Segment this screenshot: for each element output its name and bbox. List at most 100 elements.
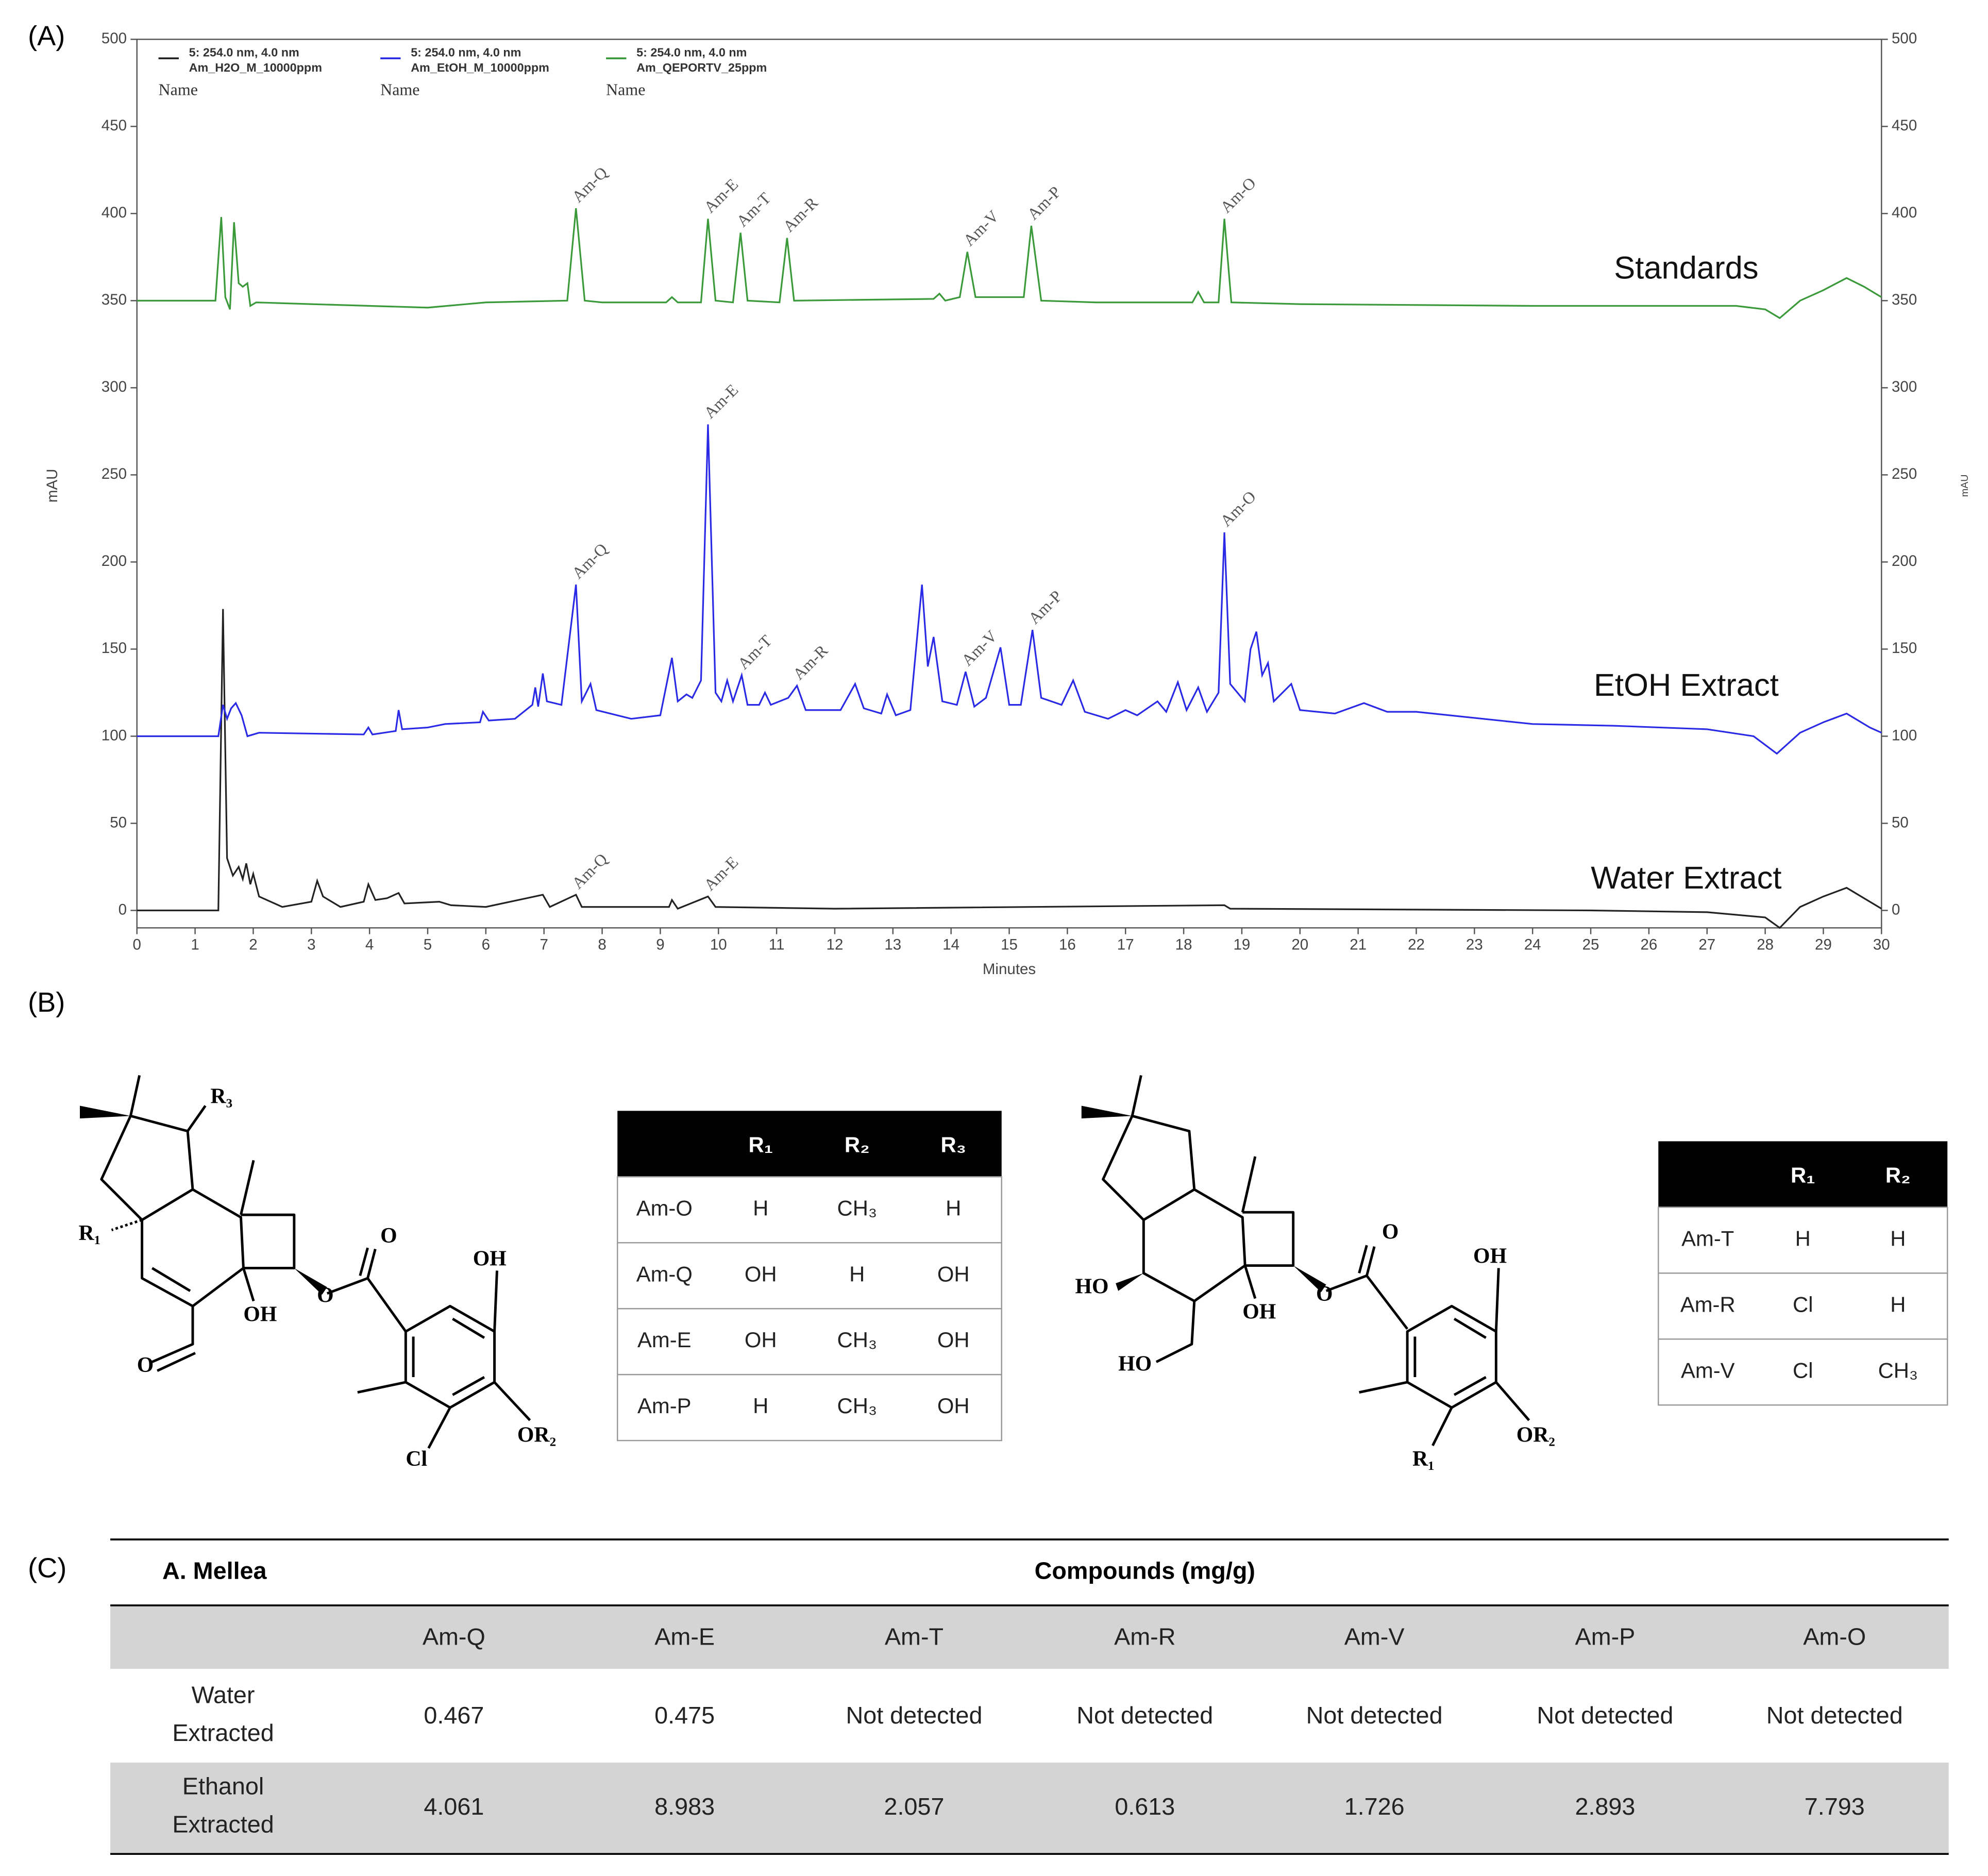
table-cell: H [1890, 1292, 1906, 1316]
table-cell: Not detected [1766, 1702, 1903, 1729]
table-column: Am-E [654, 1623, 715, 1650]
x-tick-label: 9 [656, 936, 664, 953]
table-row [617, 1373, 1002, 1442]
table-row [617, 1242, 1002, 1310]
peak-label: Am-V [958, 627, 1001, 669]
table-cell: 2.893 [1575, 1793, 1635, 1820]
x-tick-label: 7 [540, 936, 548, 953]
table-column: Am-Q [423, 1623, 485, 1650]
x-tick-label: 10 [710, 936, 727, 953]
table-cell: 0.475 [654, 1702, 715, 1729]
atom-label: Cl [406, 1447, 427, 1471]
table-cell: H [1795, 1226, 1811, 1250]
table-cell: OH [937, 1394, 970, 1418]
panel-label: (B) [28, 987, 65, 1018]
table-cell: OH [745, 1328, 777, 1352]
peak-label: Am-Q [568, 540, 611, 582]
y-tick-label: 450 [102, 117, 127, 134]
table-cell: CH₃ [837, 1328, 877, 1352]
panel-label: (A) [28, 21, 65, 52]
table-cell: OH [937, 1328, 970, 1352]
x-tick-label: 15 [1001, 936, 1018, 953]
trace [137, 208, 1882, 320]
y-axis-label: mAU [44, 469, 61, 503]
table-cell: Not detected [1076, 1702, 1213, 1729]
table-row-label: Ethanol [182, 1773, 264, 1800]
y-tick-label: 300 [102, 378, 127, 395]
table-cell: H [1890, 1226, 1906, 1250]
atom-label: R₃ [210, 1084, 232, 1108]
y2-tick-label: 100 [1892, 727, 1917, 744]
x-tick-label: 20 [1291, 936, 1308, 953]
table-cell: 2.057 [884, 1793, 945, 1820]
plot-frame [136, 39, 1882, 929]
y2-tick-label: 150 [1892, 640, 1917, 657]
x-tick-label: 5 [424, 936, 432, 953]
table-cell: Am-O [636, 1196, 693, 1220]
atom-label: OH [243, 1303, 277, 1327]
trace-label: Standards [1614, 250, 1758, 286]
y2-tick-label: 0 [1892, 901, 1900, 918]
table-cell: Not detected [1306, 1702, 1443, 1729]
table-cell: Cl [1793, 1292, 1813, 1316]
x-tick-label: 29 [1815, 936, 1832, 953]
y-tick-label: 100 [102, 727, 127, 744]
table-column: Am-P [1575, 1623, 1636, 1650]
structure: R₃ R₁ OH O O OH OR₂ Cl O [79, 1075, 556, 1471]
table-header: R₃ [940, 1132, 966, 1157]
legend-header: 5: 254.0 nm, 4.0 nm [189, 46, 299, 59]
peak-label: Am-R [789, 641, 832, 683]
legend-sub: Name [380, 80, 419, 98]
y-tick-label: 500 [102, 30, 127, 47]
x-tick-label: 23 [1466, 936, 1483, 953]
legend-sub: Name [606, 80, 645, 98]
atom-label: O [137, 1353, 154, 1377]
table-header: R₁ [749, 1132, 773, 1157]
y2-tick-label: 300 [1892, 378, 1917, 395]
peak-label: Am-Q [568, 850, 611, 893]
y2-tick-label: 400 [1892, 204, 1917, 221]
table-column: Am-R [1114, 1623, 1175, 1650]
table-cell: CH₃ [837, 1394, 877, 1418]
peak-label: Am-P [1025, 587, 1066, 628]
peak-label: Am-E [700, 175, 742, 216]
y-tick-label: 400 [102, 204, 127, 221]
table-cell: Am-P [637, 1394, 692, 1418]
atom-label: O [317, 1284, 334, 1308]
y2-tick-label: 250 [1892, 465, 1917, 482]
table-header-bg [617, 1111, 1002, 1177]
peak-label: Am-P [1024, 183, 1065, 224]
legend-sub: Name [159, 80, 198, 98]
table-cell: H [849, 1262, 865, 1286]
legend-header: 5: 254.0 nm, 4.0 nm [636, 46, 747, 59]
x-tick-label: 11 [769, 936, 785, 953]
atom-label: O [1382, 1220, 1399, 1244]
table-cell: Am-T [1681, 1226, 1734, 1250]
table-cell: Am-V [1681, 1358, 1735, 1382]
y-tick-label: 350 [102, 291, 127, 308]
x-tick-label: 6 [482, 936, 490, 953]
y-tick-label: 50 [110, 814, 127, 831]
y2-tick-label: 200 [1892, 552, 1917, 569]
atom-label: O [1316, 1282, 1333, 1306]
legend-entry: Am_H2O_M_10000ppm [189, 61, 322, 74]
table-title: Compounds (mg/g) [1035, 1557, 1255, 1584]
peak-label: Am-T [733, 189, 774, 230]
atom-label: HO [1075, 1275, 1108, 1298]
legend-header: 5: 254.0 nm, 4.0 nm [411, 46, 521, 59]
table-cell: Not detected [846, 1702, 982, 1729]
table-row [617, 1308, 1002, 1376]
x-tick-label: 0 [133, 936, 141, 953]
atom-label: OH [473, 1247, 507, 1270]
x-tick-label: 12 [827, 936, 844, 953]
y2-axis-label: mAU [1959, 474, 1970, 497]
x-tick-label: 27 [1698, 936, 1715, 953]
x-tick-label: 1 [191, 936, 199, 953]
peak-label: Am-R [780, 193, 822, 236]
x-tick-label: 17 [1117, 936, 1134, 953]
table-cell: Am-Q [636, 1262, 693, 1286]
x-axis-label: Minutes [983, 961, 1036, 978]
x-tick-label: 4 [365, 936, 374, 953]
